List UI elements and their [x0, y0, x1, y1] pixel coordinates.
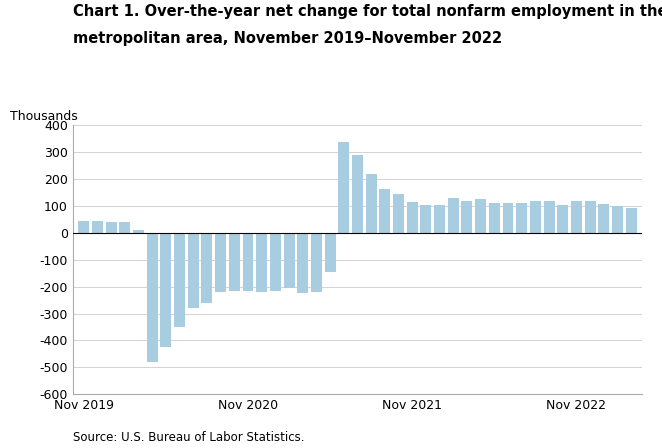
Bar [489, 203, 500, 233]
Bar [311, 233, 322, 292]
Bar [92, 221, 103, 233]
Bar [119, 222, 130, 233]
Bar [461, 201, 473, 233]
Bar [133, 230, 144, 233]
Bar [393, 194, 404, 233]
Bar [338, 142, 350, 233]
Bar [530, 201, 541, 233]
Bar [147, 233, 158, 362]
Bar [324, 233, 336, 272]
Bar [270, 233, 281, 291]
Text: Source: U.S. Bureau of Labor Statistics.: Source: U.S. Bureau of Labor Statistics. [73, 431, 305, 444]
Bar [516, 203, 527, 233]
Text: Thousands: Thousands [10, 110, 78, 123]
Bar [352, 155, 363, 233]
Bar [406, 202, 418, 233]
Bar [420, 205, 432, 233]
Bar [160, 233, 171, 347]
Text: Chart 1. Over-the-year net change for total nonfarm employment in the Philadelph: Chart 1. Over-the-year net change for to… [73, 4, 662, 19]
Bar [283, 233, 295, 288]
Bar [215, 233, 226, 292]
Text: metropolitan area, November 2019–November 2022: metropolitan area, November 2019–Novembe… [73, 31, 502, 46]
Bar [174, 233, 185, 327]
Bar [571, 201, 582, 233]
Bar [598, 204, 609, 233]
Bar [242, 233, 254, 291]
Bar [544, 201, 555, 233]
Bar [188, 233, 199, 308]
Bar [379, 189, 391, 233]
Bar [448, 198, 459, 233]
Bar [229, 233, 240, 291]
Bar [106, 222, 117, 233]
Bar [365, 174, 377, 233]
Bar [256, 233, 267, 292]
Bar [297, 233, 308, 293]
Bar [585, 201, 596, 233]
Bar [475, 199, 486, 233]
Bar [612, 206, 623, 233]
Bar [502, 203, 514, 233]
Bar [434, 205, 445, 233]
Bar [557, 205, 568, 233]
Bar [626, 208, 637, 233]
Bar [201, 233, 213, 303]
Bar [78, 221, 89, 233]
